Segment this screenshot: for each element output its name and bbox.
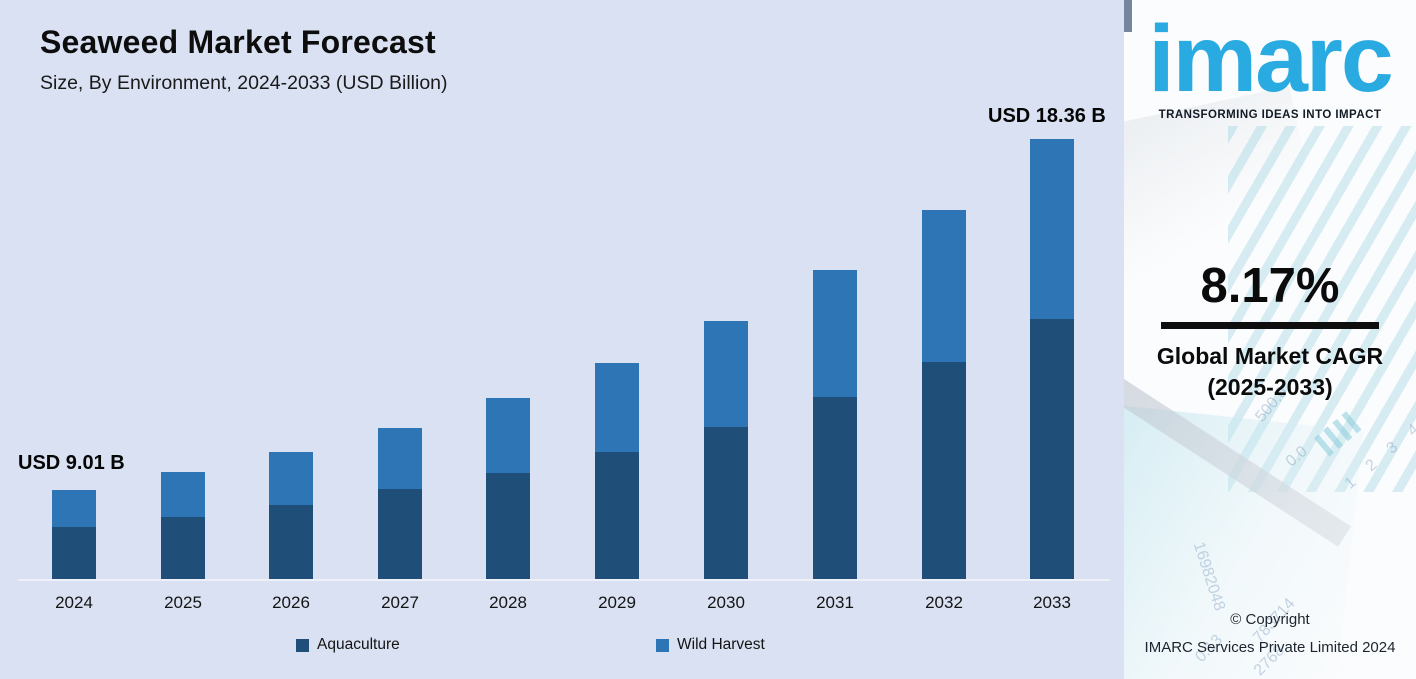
last-bar-value-label: USD 18.36 B	[988, 105, 1106, 127]
aquaculture-segment	[922, 362, 966, 579]
imarc-logo: imarc TRANSFORMING IDEAS INTO IMPACT	[1124, 6, 1416, 122]
legend-item-aquaculture: Aquaculture	[296, 636, 400, 654]
wild-harvest-segment	[1030, 139, 1074, 319]
page-title: Seaweed Market Forecast	[40, 24, 436, 60]
legend-item-wild-harvest: Wild Harvest	[656, 636, 765, 654]
bar-2030	[704, 321, 748, 579]
bar-2032	[922, 210, 966, 579]
legend-label: Aquaculture	[317, 636, 400, 653]
decorative-mini-chart	[1313, 407, 1367, 457]
bar-2033	[1030, 139, 1074, 579]
wild-harvest-segment	[813, 270, 857, 397]
x-axis-label: 2027	[381, 593, 419, 612]
x-axis-label: 2033	[1033, 593, 1071, 612]
x-axis-line	[18, 579, 1110, 581]
cagr-label: Global Market CAGR	[1156, 343, 1384, 369]
cagr-period: (2025-2033)	[1207, 374, 1333, 400]
x-axis-label: 2026	[272, 593, 310, 612]
wild-harvest-segment	[269, 452, 313, 505]
bar-2024	[52, 490, 96, 579]
cagr-value: 8.17%	[1200, 259, 1340, 313]
legend-label: Wild Harvest	[677, 636, 765, 653]
first-bar-value-label: USD 9.01 B	[18, 452, 125, 474]
x-axis-label: 2032	[925, 593, 963, 612]
aquaculture-segment	[1030, 319, 1074, 579]
aquaculture-segment	[813, 397, 857, 579]
copyright-line2: IMARC Services Private Limited 2024	[1144, 638, 1396, 656]
wild-harvest-segment	[161, 472, 205, 517]
aquaculture-segment	[161, 517, 205, 579]
wild-harvest-segment	[922, 210, 966, 362]
bar-2026	[269, 452, 313, 579]
plot-area: USD 9.01 B USD 18.36 B 2024 2025 2026 2027 2…	[18, 105, 1110, 612]
imarc-logo-tagline: TRANSFORMING IDEAS INTO IMPACT	[1158, 109, 1382, 121]
x-axis-label: 2028	[489, 593, 527, 612]
aquaculture-segment	[52, 527, 96, 579]
watermark-number: 16982048	[1189, 540, 1228, 613]
chart-subtitle: Size, By Environment, 2024-2033 (USD Bil…	[40, 72, 448, 94]
cagr-underline	[1161, 322, 1379, 329]
copyright-line1: © Copyright	[1230, 611, 1310, 628]
aquaculture-segment	[269, 505, 313, 579]
brand-panel: 500.0 0.0 1 2 3 4 16982048 783714 0.13 2…	[1124, 0, 1416, 679]
bar-2027	[378, 428, 422, 579]
copyright: © Copyright IMARC Services Private Limit…	[1124, 606, 1416, 662]
bar-2029	[595, 363, 639, 579]
x-axis-label: 2025	[164, 593, 202, 612]
watermark-number: 1 2 3 4	[1341, 416, 1416, 493]
bar-2031	[813, 270, 857, 579]
watermark-number: 0.0	[1282, 442, 1311, 471]
wild-harvest-segment	[378, 428, 422, 489]
wild-harvest-segment	[595, 363, 639, 452]
x-axis-label: 2024	[55, 593, 93, 612]
chart-area: Seaweed Market Forecast Size, By Environ…	[18, 24, 1110, 654]
bar-2028	[486, 398, 530, 579]
aquaculture-segment	[378, 489, 422, 579]
aquaculture-segment	[486, 473, 530, 579]
aquaculture-segment	[704, 427, 748, 579]
x-axis-label: 2031	[816, 593, 854, 612]
wild-harvest-segment	[486, 398, 530, 473]
wild-harvest-segment	[52, 490, 96, 527]
x-axis-label: 2030	[707, 593, 745, 612]
x-axis-label: 2029	[598, 593, 636, 612]
wild-harvest-segment	[704, 321, 748, 427]
wild-harvest-legend-swatch	[656, 638, 669, 652]
bar-2025	[161, 472, 205, 579]
aquaculture-legend-swatch	[296, 638, 309, 652]
cagr-block: 8.17% Global Market CAGR (2025-2033)	[1124, 258, 1416, 401]
aquaculture-segment	[595, 452, 639, 579]
imarc-logo-text: imarc	[1148, 6, 1394, 112]
